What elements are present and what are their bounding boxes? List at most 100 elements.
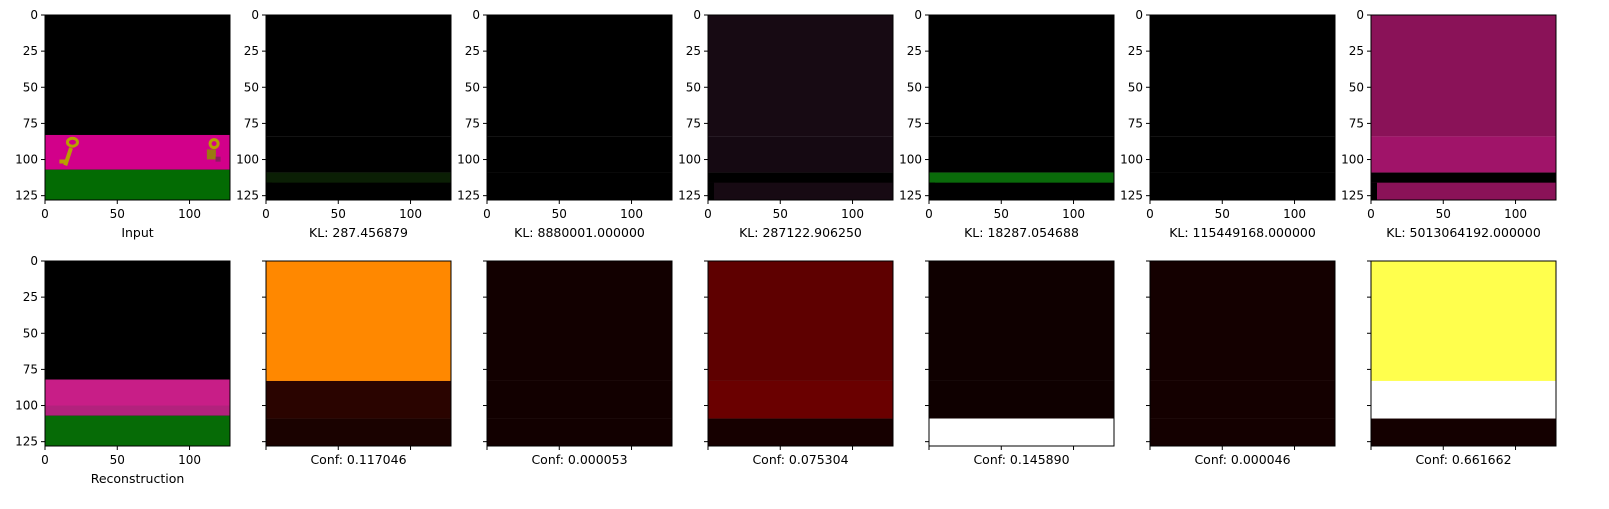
map-region-middle <box>708 380 893 419</box>
map-region-middle <box>266 136 451 173</box>
map-region-upper <box>708 261 893 381</box>
y-tick-label: 0 <box>30 254 38 268</box>
y-tick-label: 75 <box>1128 116 1143 130</box>
x-tick-label: 100 <box>1283 207 1306 221</box>
kl-caption: KL: 287122.906250 <box>739 225 862 240</box>
panel-bottom-7: Conf: 0.661662 <box>1367 260 1557 467</box>
kl-caption: KL: 5013064192.000000 <box>1386 225 1541 240</box>
axes-frame <box>44 14 231 201</box>
y-tick-label: 50 <box>686 80 701 94</box>
y-tick-label: 0 <box>1135 8 1143 22</box>
y-tick-label: 50 <box>244 80 259 94</box>
map-region-upper <box>929 261 1114 381</box>
magenta-band <box>45 134 230 170</box>
map-region-middle <box>1150 136 1335 173</box>
key-body <box>206 149 216 160</box>
map-edge-fill <box>708 428 714 446</box>
x-tick-label: 100 <box>841 207 864 221</box>
kl-caption: KL: 115449168.000000 <box>1169 225 1316 240</box>
map-edge-fill <box>1150 182 1156 200</box>
map-edge-fill <box>487 182 493 200</box>
axes-frame <box>1370 14 1557 201</box>
x-tick-label: 0 <box>262 207 270 221</box>
y-tick-label: 50 <box>1349 80 1364 94</box>
y-tick-label: 125 <box>678 189 701 203</box>
y-tick-label: 25 <box>686 44 701 58</box>
y-tick-label: 25 <box>465 44 480 58</box>
confidence-caption: Conf: 0.117046 <box>310 452 406 467</box>
y-tick-label: 0 <box>251 8 259 22</box>
panel-bottom-1: 0 50 100 0 25 50 75 100 125 Reconstruction <box>15 254 231 486</box>
kl-caption: KL: 287.456879 <box>309 225 408 240</box>
x-tick-label: 50 <box>110 453 125 467</box>
panel-top-3: 0 50 100 0 25 50 75 100 125 KL: 8880001.000000 <box>457 8 673 240</box>
x-tick-label: 0 <box>41 207 49 221</box>
confidence-caption: Conf: 0.075304 <box>752 452 848 467</box>
input-caption: Input <box>121 225 153 240</box>
map-region-upper <box>1371 15 1556 137</box>
x-tick-label: 50 <box>1436 207 1451 221</box>
reconstruction-caption: Reconstruction <box>91 471 185 486</box>
y-tick-label: 100 <box>899 153 922 167</box>
map-edge-notch <box>1371 182 1556 200</box>
key-ring <box>208 138 220 150</box>
confidence-caption: Conf: 0.000053 <box>531 452 627 467</box>
y-tick-label: 100 <box>1341 153 1364 167</box>
axes-frame <box>44 260 231 447</box>
y-tick-label: 50 <box>23 326 38 340</box>
map-region-middle <box>266 380 451 419</box>
y-tick-label: 75 <box>465 116 480 130</box>
axes-frame <box>1370 260 1557 447</box>
axes-frame <box>1149 14 1336 201</box>
y-tick-label: 125 <box>15 189 38 203</box>
x-tick-label: 0 <box>483 207 491 221</box>
x-tick-label: 100 <box>178 207 201 221</box>
y-tick-label: 25 <box>23 44 38 58</box>
x-tick-label: 50 <box>994 207 1009 221</box>
key-detail <box>215 156 221 162</box>
map-region-upper <box>1150 261 1335 381</box>
map-edge-notch <box>266 182 451 200</box>
map-edge-fill <box>487 428 493 446</box>
key-object-right <box>206 138 221 162</box>
map-edge-fill <box>929 182 935 200</box>
y-tick-label: 0 <box>1356 8 1364 22</box>
map-edge-fill <box>266 428 272 446</box>
y-tick-label: 0 <box>472 8 480 22</box>
x-tick-label: 100 <box>178 453 201 467</box>
map-edge-notch <box>708 182 893 200</box>
y-tick-label: 0 <box>30 8 38 22</box>
map-edge-notch <box>1371 428 1556 446</box>
map-region-upper <box>487 15 672 137</box>
map-region-upper <box>1371 261 1556 381</box>
panel-bottom-2: Conf: 0.117046 <box>262 260 452 467</box>
green-floor <box>45 169 230 200</box>
y-tick-label: 50 <box>23 80 38 94</box>
key-object-left <box>59 136 79 166</box>
axes-frame <box>928 14 1115 201</box>
y-tick-label: 0 <box>693 8 701 22</box>
y-tick-label: 75 <box>907 116 922 130</box>
map-edge-fill <box>1371 428 1377 446</box>
confidence-caption: Conf: 0.145890 <box>973 452 1069 467</box>
y-tick-label: 25 <box>23 290 38 304</box>
x-tick-label: 50 <box>552 207 567 221</box>
axes-frame <box>486 260 673 447</box>
green-floor <box>45 415 230 446</box>
map-region-middle <box>929 380 1114 419</box>
map-edge-notch <box>708 428 893 446</box>
y-tick-label: 125 <box>1120 189 1143 203</box>
panel-bottom-6: Conf: 0.000046 <box>1146 260 1336 467</box>
map-region-upper <box>487 261 672 381</box>
axes-frame <box>265 14 452 201</box>
y-tick-label: 100 <box>236 153 259 167</box>
map-edge-fill <box>929 428 935 446</box>
panel-top-5: 0 50 100 0 25 50 75 100 125 KL: 18287.054688 <box>899 8 1115 240</box>
y-tick-label: 100 <box>678 153 701 167</box>
y-tick-label: 100 <box>15 153 38 167</box>
map-edge-notch <box>1150 428 1335 446</box>
x-tick-label: 0 <box>1367 207 1375 221</box>
x-tick-label: 50 <box>110 207 125 221</box>
panel-top-1: 0 50 100 0 25 50 75 100 125 Input <box>15 8 231 240</box>
